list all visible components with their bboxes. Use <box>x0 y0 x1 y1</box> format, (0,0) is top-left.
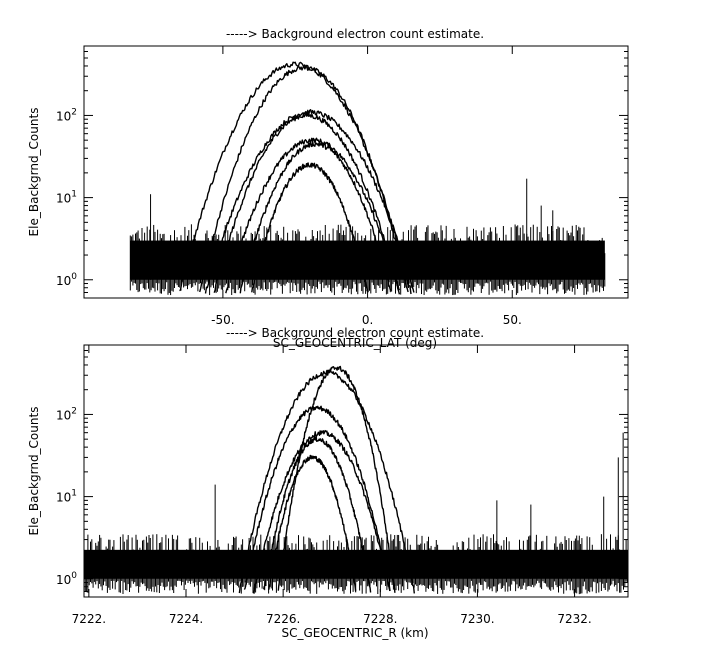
plot-frame <box>83 344 629 598</box>
background-noise <box>84 534 628 595</box>
x-axis-label: SC_GEOCENTRIC_LAT (deg) <box>273 336 437 350</box>
data-layer <box>129 61 606 296</box>
axes: 7222. 7224. 7226. 7228. 7230. 7232. 100 101 102 <box>56 344 628 626</box>
x-tick-label: -50. <box>211 313 234 327</box>
x-tick-label: 50. <box>503 313 522 327</box>
y-tick-label: 102 <box>56 406 77 422</box>
series-line-2 <box>238 369 415 594</box>
y-axis-label: Ele_Backgrnd_Counts <box>27 407 41 536</box>
y-tick-label: 100 <box>56 272 77 288</box>
chart-title: -----> Background electron count estimat… <box>226 326 484 340</box>
y-axis-label: Ele_Backgrnd_Counts <box>27 108 41 237</box>
series-line-6 <box>239 141 392 294</box>
y-tick-label: 101 <box>56 489 77 505</box>
series-line-4 <box>253 429 391 594</box>
plot-area <box>84 365 628 595</box>
x-tick-label: 7230. <box>460 612 494 626</box>
x-tick-label: 7228. <box>363 612 397 626</box>
series-line-3 <box>204 109 415 294</box>
chart-title: -----> Background electron count estimat… <box>226 27 484 41</box>
series-line-4 <box>213 112 401 293</box>
x-tick-label: 7232. <box>557 612 591 626</box>
x-tick-label: 0. <box>362 313 373 327</box>
series-line-3 <box>243 405 391 592</box>
plot-frame <box>83 45 629 299</box>
y-tick-label: 102 <box>56 107 77 123</box>
chart-panel-latitude: -----> Background electron count estimat… <box>27 27 629 350</box>
x-tick-label: 7226. <box>266 612 300 626</box>
y-tick-label: 101 <box>56 190 77 206</box>
data-layer <box>84 365 628 595</box>
x-axis-label: SC_GEOCENTRIC_R (km) <box>282 626 429 640</box>
plot-area <box>129 61 606 296</box>
series-line-1 <box>277 365 396 593</box>
chart-panel-radius: -----> Background electron count estimat… <box>27 326 629 640</box>
background-noise <box>129 224 606 296</box>
x-tick-label: 7224. <box>169 612 203 626</box>
axes: -50. 0. 50. 100 101 102 <box>56 45 628 327</box>
y-tick-label: 100 <box>56 571 77 587</box>
series-line-2 <box>199 65 409 293</box>
x-tick-label: 7222. <box>72 612 106 626</box>
series-line-6 <box>267 454 357 592</box>
series-line-5 <box>263 436 372 593</box>
series-line-7 <box>251 162 369 293</box>
